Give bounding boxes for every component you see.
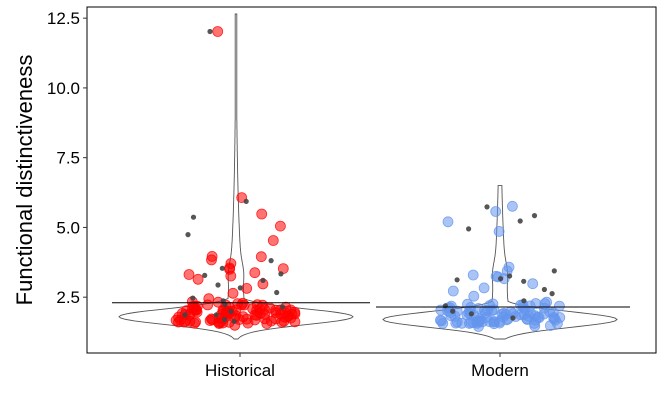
point-other-historical — [268, 258, 274, 264]
point-other-modern — [549, 291, 555, 297]
point-modern — [490, 206, 502, 217]
point-modern-dense — [554, 300, 565, 312]
point-other-modern — [517, 218, 523, 224]
point-historical — [212, 26, 224, 37]
point-historical-dense — [249, 314, 261, 326]
point-modern-dense — [488, 316, 500, 328]
point-other-historical — [243, 198, 249, 204]
point-modern-dense — [530, 298, 542, 309]
point-other-historical — [219, 265, 225, 271]
y-tick-label: 2.5 — [56, 288, 80, 307]
point-modern-dense — [521, 313, 533, 325]
point-other-modern — [442, 303, 448, 309]
point-other-modern — [541, 286, 548, 293]
point-modern-dense — [482, 304, 494, 316]
point-modern — [468, 290, 480, 302]
y-tick-label: 12.5 — [47, 9, 80, 28]
point-other-historical — [185, 232, 191, 238]
point-other-modern — [507, 273, 513, 279]
point-other-historical — [182, 312, 188, 318]
point-other-modern — [521, 278, 527, 284]
y-axis: 2.5 5.0 7.5 10.0 12.5 — [47, 9, 87, 307]
point-other-historical — [213, 312, 219, 318]
y-axis-title: Functional distinctiveness — [12, 55, 37, 306]
point-other-historical — [274, 289, 280, 296]
point-other-modern — [450, 308, 456, 314]
point-other-modern — [454, 277, 460, 283]
point-other-historical — [202, 272, 208, 278]
point-other-historical — [222, 317, 228, 323]
point-historical-dense — [173, 311, 185, 323]
y-tick-label: 10.0 — [47, 79, 80, 98]
point-historical-dense — [191, 300, 203, 312]
point-modern — [478, 282, 490, 294]
point-historical-dense — [238, 299, 250, 311]
point-other-modern — [521, 298, 527, 304]
point-other-modern — [531, 213, 538, 219]
point-modern — [442, 216, 454, 228]
point-modern — [493, 225, 505, 237]
point-modern — [447, 285, 459, 297]
point-historical-dense — [259, 313, 271, 325]
point-historical — [206, 250, 218, 262]
point-historical-dense — [202, 299, 214, 311]
plot-panel — [86, 6, 657, 354]
violins — [118, 13, 618, 340]
point-modern-dense — [435, 304, 447, 316]
jitter-points — [170, 26, 566, 332]
point-modern-dense — [456, 317, 468, 329]
point-historical — [192, 273, 204, 285]
point-historical-dense — [289, 308, 301, 320]
point-modern-dense — [554, 312, 566, 323]
y-tick-label: 7.5 — [56, 149, 80, 168]
point-other-historical — [215, 282, 221, 288]
point-other-historical — [237, 285, 243, 291]
point-other-historical — [190, 295, 196, 301]
point-historical — [255, 251, 267, 263]
point-historical — [267, 235, 279, 246]
point-historical — [225, 258, 237, 269]
point-other-historical — [278, 271, 284, 277]
point-other-modern — [510, 315, 516, 321]
point-other-historical — [231, 318, 237, 324]
point-modern — [467, 269, 479, 281]
point-other-historical — [260, 277, 266, 283]
point-historical — [227, 287, 239, 299]
point-historical — [249, 267, 261, 279]
point-modern — [503, 261, 515, 273]
y-tick-label: 5.0 — [56, 218, 80, 237]
point-other-modern — [551, 268, 557, 274]
point-historical — [274, 220, 286, 232]
point-other-historical — [228, 308, 234, 314]
point-other-historical — [279, 304, 285, 310]
point-other-modern — [484, 204, 490, 210]
violin-historical — [118, 13, 354, 340]
point-other-historical — [190, 214, 197, 220]
point-other-modern — [466, 226, 472, 232]
point-other-historical — [220, 298, 226, 304]
point-other-modern — [468, 311, 474, 317]
point-modern — [507, 200, 518, 212]
point-historical — [241, 282, 253, 294]
violin-modern — [382, 185, 618, 340]
point-historical — [183, 269, 195, 280]
x-axis: Historical Modern — [205, 353, 529, 380]
point-modern-dense — [530, 314, 541, 326]
point-historical-dense — [279, 311, 291, 323]
point-modern — [527, 278, 539, 290]
point-other-historical — [207, 28, 213, 35]
point-modern-dense — [538, 302, 550, 314]
point-other-modern — [498, 276, 504, 282]
point-modern-dense — [437, 317, 449, 329]
mean-lines — [112, 302, 630, 308]
x-tick-label: Historical — [205, 361, 275, 380]
x-tick-label: Modern — [471, 361, 529, 380]
point-historical-dense — [257, 299, 269, 311]
point-historical-dense — [190, 316, 202, 328]
point-historical — [256, 208, 268, 220]
